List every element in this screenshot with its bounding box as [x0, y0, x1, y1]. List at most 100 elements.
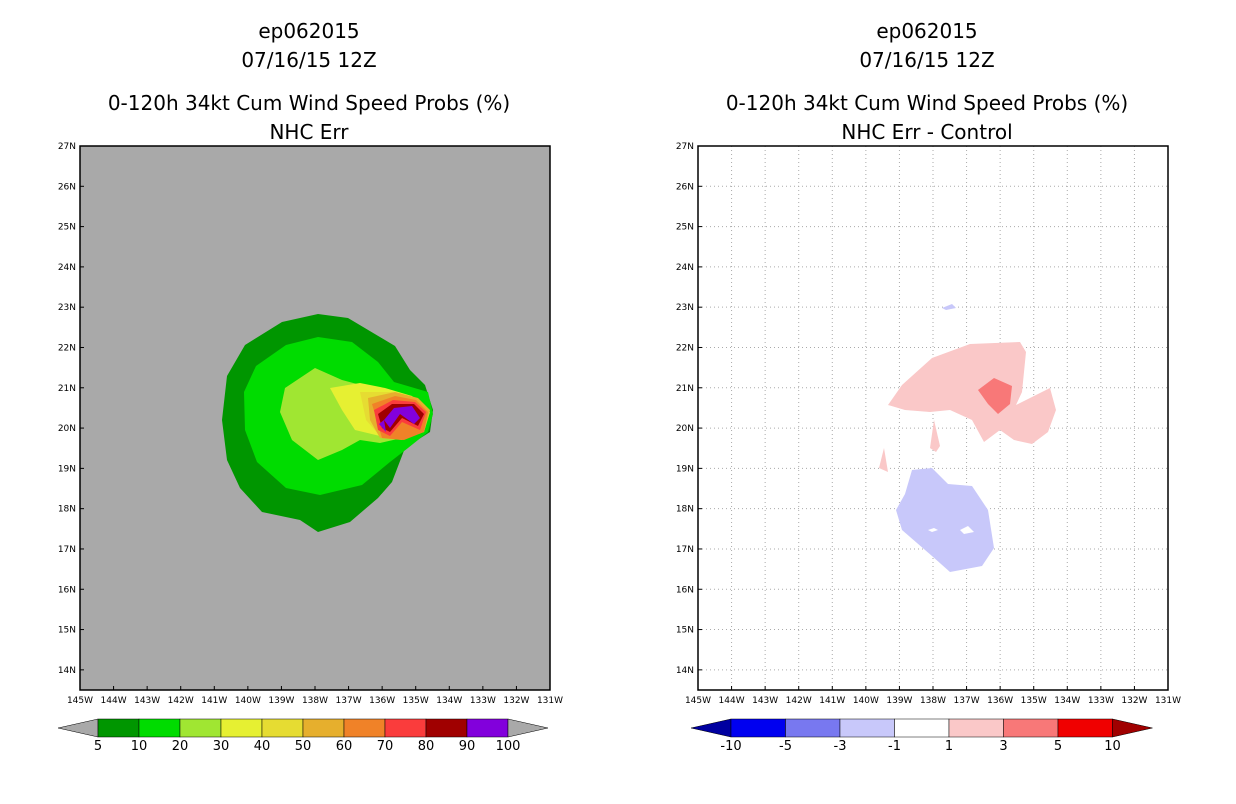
colorbar-label: 3: [999, 739, 1007, 754]
colorbar-right-arrow: [1112, 718, 1153, 738]
diff-positive-3: [978, 378, 1012, 414]
lon-tick-label: 137W: [954, 696, 980, 706]
colorbar-swatch: [138, 718, 181, 738]
diff-positive-1b: [930, 420, 940, 452]
lon-tick-label: 132W: [1121, 696, 1147, 706]
colorbar-label: -5: [779, 739, 792, 754]
colorbar-swatch: [839, 718, 895, 738]
colorbar-swatch: [1057, 718, 1113, 738]
left-colorbar: 5 10 20 30 40 50 60 70 80 90 100: [57, 718, 549, 754]
lat-tick-label: 15N: [676, 626, 694, 636]
colorbar-swatch: [466, 718, 509, 738]
lon-tick-label: 144W: [719, 696, 745, 706]
lon-tick-label: 136W: [987, 696, 1013, 706]
lat-tick-label: 21N: [676, 384, 694, 394]
lon-tick-label: 140W: [853, 696, 879, 706]
colorbar-swatch: [1003, 718, 1059, 738]
right-title-date: 07/16/15 12Z: [859, 48, 994, 72]
right-panel: ep062015 07/16/15 12Z 0-120h 34kt Cum Wi…: [676, 19, 1181, 754]
contour-90: [384, 406, 420, 428]
colorbar-label: 5: [1054, 739, 1062, 754]
lon-tick-label: 139W: [268, 696, 294, 706]
colorbar-label: -3: [834, 739, 847, 754]
colorbar-label: 5: [94, 739, 102, 754]
lon-tick-label: 133W: [1088, 696, 1114, 706]
lat-tick-label: 14N: [676, 666, 694, 676]
lon-tick-label: 134W: [436, 696, 462, 706]
lat-tick-label: 15N: [58, 626, 76, 636]
right-lat-axis: 27N 26N 25N 24N 23N 22N 21N 20N 19N 18N 17N 16N 15N 1…: [676, 142, 702, 676]
colorbar-swatch: [894, 718, 950, 738]
lon-tick-label: 145W: [67, 696, 93, 706]
lat-tick-label: 21N: [58, 384, 76, 394]
colorbar-swatch: [785, 718, 841, 738]
lat-tick-label: 25N: [676, 223, 694, 233]
colorbar-left-arrow: [690, 718, 732, 738]
lat-tick-label: 16N: [676, 585, 694, 595]
colorbar-label: 10: [1104, 739, 1121, 754]
colorbar-label: -10: [720, 739, 741, 754]
colorbar-label: 40: [254, 739, 271, 754]
colorbar-swatch: [220, 718, 263, 738]
lon-tick-label: 135W: [1021, 696, 1047, 706]
lat-tick-label: 17N: [58, 545, 76, 555]
diff-positive-1c: [879, 448, 888, 472]
lat-tick-label: 22N: [676, 343, 694, 353]
lat-tick-label: 23N: [676, 303, 694, 313]
colorbar-label: 80: [418, 739, 435, 754]
lon-tick-label: 144W: [101, 696, 127, 706]
lon-tick-label: 132W: [503, 696, 529, 706]
colorbar-swatch: [384, 718, 427, 738]
colorbar-swatch: [948, 718, 1004, 738]
lon-tick-label: 138W: [302, 696, 328, 706]
lat-tick-label: 20N: [676, 424, 694, 434]
left-title-model: NHC Err: [269, 120, 349, 144]
lat-tick-label: 18N: [58, 505, 76, 515]
lat-tick-label: 20N: [58, 424, 76, 434]
right-difference-contours: [879, 304, 1056, 572]
lat-tick-label: 24N: [676, 263, 694, 273]
lat-tick-label: 27N: [676, 142, 694, 152]
colorbar-label: 90: [459, 739, 476, 754]
colorbar-label: 1: [945, 739, 953, 754]
left-lat-axis: 27N 26N 25N 24N 23N 22N 21N 20N 19N 18N 17N 16N 15N 1…: [58, 142, 84, 676]
lon-tick-label: 141W: [201, 696, 227, 706]
lon-tick-label: 131W: [537, 696, 563, 706]
right-title-product: 0-120h 34kt Cum Wind Speed Probs (%): [726, 91, 1128, 115]
right-title-storm: ep062015: [876, 19, 977, 43]
lon-tick-label: 135W: [403, 696, 429, 706]
left-panel: ep062015 07/16/15 12Z 0-120h 34kt Cum Wi…: [58, 19, 563, 754]
colorbar-label: 10: [131, 739, 148, 754]
colorbar-label: 50: [295, 739, 312, 754]
diff-hole-2: [960, 526, 974, 534]
colorbar-right-arrow: [507, 718, 549, 738]
lat-tick-label: 26N: [58, 182, 76, 192]
lon-tick-label: 134W: [1054, 696, 1080, 706]
lat-tick-label: 25N: [58, 223, 76, 233]
colorbar-swatch: [425, 718, 468, 738]
lat-tick-label: 19N: [58, 464, 76, 474]
lat-tick-label: 23N: [58, 303, 76, 313]
colorbar-label: 100: [496, 739, 521, 754]
right-title-model: NHC Err - Control: [841, 120, 1012, 144]
lon-tick-label: 145W: [685, 696, 711, 706]
lat-tick-label: 24N: [58, 263, 76, 273]
lat-tick-label: 22N: [58, 343, 76, 353]
colorbar-label: -1: [888, 739, 901, 754]
colorbar-swatch: [97, 718, 140, 738]
diff-negative-1: [896, 468, 994, 572]
colorbar-swatch: [179, 718, 222, 738]
left-probability-contours: [222, 314, 433, 532]
contour-90-small: [379, 420, 386, 432]
right-colorbar: -10 -5 -3 -1 1 3 5 10: [690, 718, 1153, 754]
right-lon-axis: 145W 144W 143W 142W 141W 140W 139W 138W 137W 136W…: [685, 686, 1181, 706]
colorbar-swatch: [343, 718, 386, 738]
lat-tick-label: 14N: [58, 666, 76, 676]
lat-tick-label: 16N: [58, 585, 76, 595]
colorbar-label: 20: [172, 739, 189, 754]
diff-negative-1-small: [942, 304, 956, 310]
colorbar-swatch: [302, 718, 345, 738]
colorbar-label: 30: [213, 739, 230, 754]
colorbar-label: 70: [377, 739, 394, 754]
lat-tick-label: 26N: [676, 182, 694, 192]
